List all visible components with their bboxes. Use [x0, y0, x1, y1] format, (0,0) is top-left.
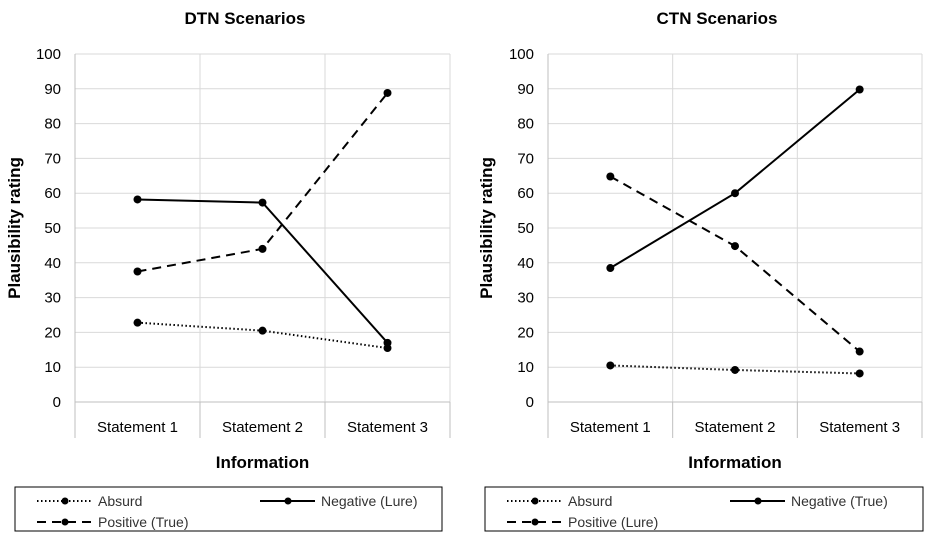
- data-point: [133, 267, 142, 276]
- data-point: [383, 338, 392, 347]
- legend-label: Negative (Lure): [321, 493, 418, 509]
- data-point: [258, 198, 267, 207]
- y-tick-label: 20: [517, 324, 534, 341]
- y-tick-label: 10: [517, 359, 534, 376]
- x-axis-title: Information: [216, 453, 310, 472]
- y-tick-label: 10: [44, 359, 61, 376]
- x-tick-label: Statement 2: [695, 419, 776, 436]
- legend: Absurd Negative (Lure) Positive (True): [14, 486, 443, 532]
- chart-panel-2: CTN Scenarios 0 10 20 30 40 50 60 70 80 90 100 State…: [477, 9, 924, 532]
- data-point: [606, 264, 615, 273]
- data-point: [606, 361, 615, 370]
- y-tick-label: 50: [44, 220, 61, 237]
- data-point: [133, 318, 142, 327]
- chart-panel-1: DTN Scenarios 0 10 20 30 40 50 60 70 80 90 100 State…: [5, 9, 451, 532]
- y-tick-label: 100: [509, 46, 534, 63]
- legend: Absurd Negative (True) Positive (Lure): [484, 486, 924, 532]
- series-line-dashed: [137, 92, 389, 273]
- y-tick-label: 80: [44, 116, 61, 133]
- chart-title: CTN Scenarios: [657, 9, 778, 28]
- y-tick-label: 60: [44, 185, 61, 202]
- legend-marker: [754, 497, 762, 505]
- data-point: [133, 195, 142, 204]
- data-point: [731, 242, 739, 251]
- y-tick-label: 50: [517, 220, 534, 237]
- x-tick-label: Statement 1: [570, 419, 651, 436]
- chart-title: DTN Scenarios: [185, 9, 306, 28]
- series-line-solid: [609, 88, 861, 269]
- legend-marker: [284, 497, 292, 505]
- y-tick-label: 90: [517, 81, 534, 98]
- legend-label: Positive (Lure): [568, 514, 658, 530]
- legend-label: Positive (True): [98, 514, 189, 530]
- y-tick-label: 30: [517, 290, 534, 307]
- x-tick-label: Statement 3: [347, 419, 428, 436]
- y-tick-label: 40: [44, 255, 61, 272]
- data-point: [731, 365, 739, 374]
- legend-marker: [531, 497, 539, 505]
- legend-marker: [531, 518, 539, 526]
- y-tick-label: 60: [517, 185, 534, 202]
- data-point: [606, 172, 615, 181]
- data-point: [855, 347, 864, 356]
- data-point: [258, 326, 267, 335]
- series-line-solid: [137, 198, 389, 344]
- legend-box: [14, 486, 443, 532]
- legend-label: Negative (True): [791, 493, 888, 509]
- series-line-dashed: [609, 175, 861, 353]
- data-point: [855, 369, 864, 378]
- y-tick-label: 90: [44, 81, 61, 98]
- y-tick-label: 20: [44, 324, 61, 341]
- y-tick-label: 70: [517, 150, 534, 167]
- x-axis-title: Information: [688, 453, 782, 472]
- y-tick-label: 30: [44, 290, 61, 307]
- legend-label: Absurd: [98, 493, 142, 509]
- y-tick-label: 0: [526, 394, 534, 411]
- series-line-dotted: [137, 321, 388, 350]
- data-point: [731, 189, 739, 198]
- x-tick-label: Statement 1: [97, 419, 178, 436]
- legend-box: [484, 486, 924, 532]
- y-tick-label: 70: [44, 150, 61, 167]
- y-axis-title: Plausibility rating: [477, 157, 496, 299]
- y-tick-label: 0: [53, 394, 61, 411]
- y-axis-title: Plausibility rating: [5, 157, 24, 299]
- legend-marker: [61, 497, 69, 505]
- data-point: [258, 244, 267, 253]
- y-tick-label: 100: [36, 46, 61, 63]
- y-tick-label: 80: [517, 116, 534, 133]
- x-tick-label: Statement 2: [222, 419, 303, 436]
- data-point: [855, 85, 864, 94]
- y-tick-label: 40: [517, 255, 534, 272]
- legend-marker: [61, 518, 69, 526]
- data-point: [383, 88, 392, 97]
- legend-label: Absurd: [568, 493, 612, 509]
- x-tick-label: Statement 3: [819, 419, 900, 436]
